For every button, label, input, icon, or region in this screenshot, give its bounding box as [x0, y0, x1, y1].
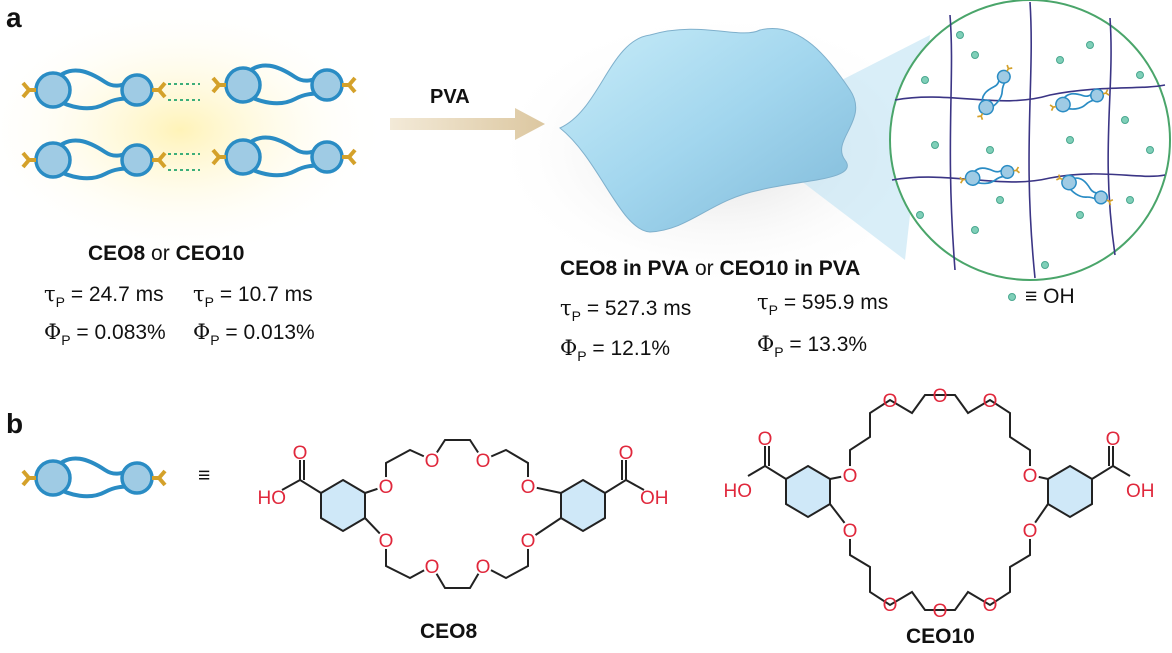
svg-text:O: O — [983, 595, 998, 616]
hydrogen-bond — [168, 83, 200, 101]
svg-text:O: O — [1023, 521, 1038, 542]
panel-label-a: a — [6, 2, 22, 33]
equivalence-sign: ≡ — [198, 464, 211, 487]
svg-text:O: O — [425, 557, 440, 578]
svg-text:O: O — [379, 531, 394, 552]
ceo8-structure — [281, 439, 645, 589]
svg-text:OH: OH — [1126, 481, 1155, 502]
free-phi-ceo8: ΦP = 0.083% — [44, 320, 166, 348]
free-phi-ceo10: ΦP = 0.013% — [193, 320, 315, 348]
hydrogen-bond — [168, 153, 200, 171]
dimer-top — [21, 63, 357, 111]
pva-phi-ceo10: ΦP = 13.3% — [757, 332, 868, 360]
pva-tau-ceo10: τP = 595.9 ms — [757, 290, 889, 318]
free-compound-title: CEO8 or CEO10 — [88, 242, 245, 265]
ceo10-label: CEO10 — [906, 625, 975, 648]
molecule-icon — [21, 456, 167, 499]
svg-text:O: O — [883, 595, 898, 616]
svg-text:O: O — [521, 477, 536, 498]
ceo8-label: CEO8 — [420, 620, 478, 643]
svg-text:O: O — [619, 443, 634, 464]
svg-text:O: O — [476, 451, 491, 472]
ceo10-structure — [747, 394, 1131, 611]
arrow-label: PVA — [430, 86, 470, 108]
pva-compound-title: CEO8 in PVA or CEO10 in PVA — [560, 257, 861, 280]
polymer-network — [891, 1, 1166, 279]
svg-text:HO: HO — [724, 481, 753, 502]
pva-tau-ceo8: τP = 527.3 ms — [560, 296, 692, 324]
ceo8-atoms: O HO O OH O O O O O O O O — [258, 443, 669, 578]
free-tau-ceo8: τP = 24.7 ms — [44, 282, 164, 310]
svg-text:HO: HO — [258, 488, 287, 509]
svg-text:O: O — [843, 521, 858, 542]
svg-text:O: O — [476, 557, 491, 578]
svg-text:O: O — [843, 466, 858, 487]
svg-text:O: O — [1023, 466, 1038, 487]
svg-text:O: O — [425, 451, 440, 472]
ceo10-atoms: O HO O OH O O O O O O O O O O — [724, 386, 1155, 622]
svg-text:O: O — [883, 391, 898, 412]
free-tau-ceo10: τP = 10.7 ms — [193, 282, 313, 310]
svg-text:O: O — [521, 531, 536, 552]
arrow-icon — [390, 108, 545, 140]
svg-text:O: O — [983, 391, 998, 412]
pva-film — [559, 28, 857, 233]
svg-text:OH: OH — [640, 488, 669, 509]
svg-text:O: O — [933, 601, 948, 622]
oh-dot-icon — [1008, 293, 1016, 301]
panel-label-b: b — [6, 408, 24, 439]
svg-text:O: O — [293, 443, 308, 464]
pva-phi-ceo8: ΦP = 12.1% — [560, 336, 671, 364]
glow-background — [0, 0, 390, 260]
svg-text:O: O — [379, 477, 394, 498]
dimer-bottom — [21, 135, 357, 181]
zoom-circle — [889, 0, 1171, 281]
svg-text:O: O — [758, 429, 773, 450]
svg-text:O: O — [933, 386, 948, 407]
oh-legend: ≡ OH — [1025, 285, 1075, 308]
svg-text:O: O — [1106, 429, 1121, 450]
